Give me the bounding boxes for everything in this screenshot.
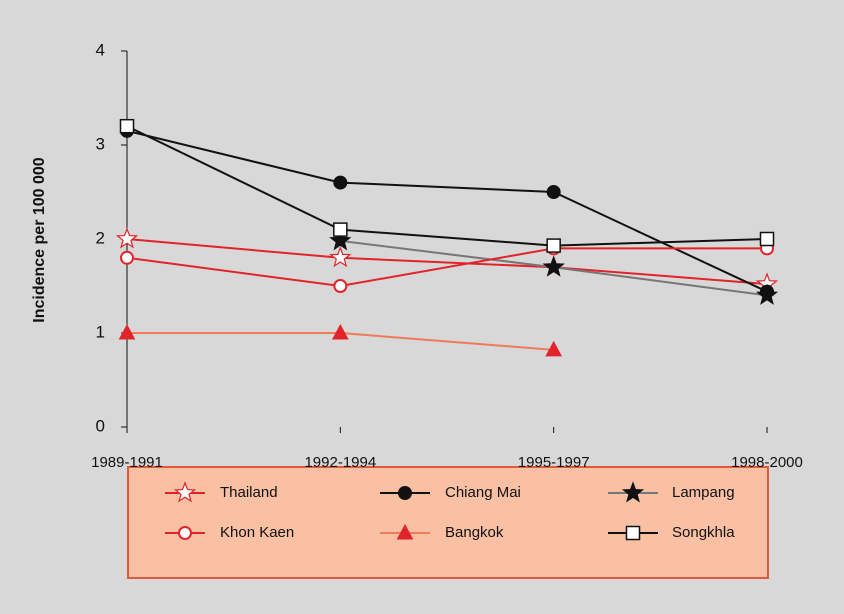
legend-label: Songkhla bbox=[672, 524, 735, 541]
x-tick-label: 1995-1997 bbox=[518, 454, 590, 471]
marker bbox=[120, 250, 134, 265]
legend-label: Chiang Mai bbox=[445, 484, 521, 501]
marker bbox=[545, 340, 563, 357]
legend bbox=[127, 466, 769, 579]
y-axis-label: Incidence per 100 000 bbox=[31, 157, 48, 323]
marker bbox=[546, 185, 561, 199]
marker bbox=[396, 523, 414, 540]
legend-label: Bangkok bbox=[445, 524, 504, 541]
series-line bbox=[126, 125, 768, 247]
x-tick-label: 1992-1994 bbox=[304, 454, 376, 471]
series-line bbox=[126, 238, 768, 286]
marker bbox=[625, 525, 641, 541]
marker bbox=[542, 255, 565, 277]
marker bbox=[329, 229, 352, 251]
legend-label: Thailand bbox=[220, 484, 278, 501]
marker bbox=[755, 283, 779, 305]
x-tick-label: 1998-2000 bbox=[731, 454, 803, 471]
marker bbox=[173, 481, 197, 503]
marker bbox=[621, 481, 645, 503]
legend-label: Khon Kaen bbox=[220, 524, 294, 541]
marker bbox=[329, 246, 352, 268]
marker bbox=[333, 279, 348, 293]
y-tick-label: 1 bbox=[96, 322, 105, 341]
marker bbox=[333, 175, 348, 190]
y-tick-label: 4 bbox=[96, 40, 105, 59]
marker bbox=[546, 238, 561, 253]
legend-label: Lampang bbox=[672, 484, 735, 501]
series-line bbox=[126, 247, 767, 288]
marker bbox=[119, 118, 135, 134]
marker bbox=[759, 231, 775, 247]
y-tick-label: 3 bbox=[96, 134, 105, 153]
y-tick-label: 0 bbox=[96, 416, 105, 435]
marker bbox=[178, 526, 192, 540]
marker bbox=[331, 323, 349, 340]
marker bbox=[398, 486, 412, 500]
x-tick-label: 1989-1991 bbox=[91, 454, 163, 471]
marker bbox=[115, 227, 139, 249]
marker bbox=[118, 323, 136, 340]
marker bbox=[333, 222, 348, 237]
y-tick-label: 2 bbox=[96, 228, 105, 247]
